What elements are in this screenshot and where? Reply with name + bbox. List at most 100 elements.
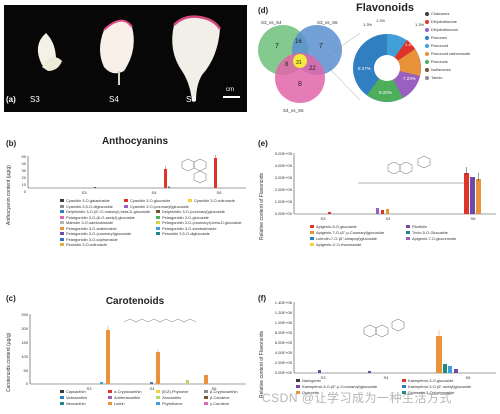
legend-item: Quercetin-3-O-rhamnoside [402,390,454,396]
donut-slice-flavonols [367,68,403,102]
legend-item: Flavonols [425,59,448,64]
legend-item: Apigenin-5-O-glucoside [310,224,357,230]
y-tick: 6.00E+05 [275,340,293,345]
venn-count: 8 [285,62,289,68]
molecule-structure-f [363,318,405,338]
flower-s6-rim [173,15,222,30]
legend-item: Delphinidin 3-O-(coumaryl)glucoside [156,209,225,215]
y-axis-label-b: Anthocyanin content (μg/g) [6,165,12,225]
venn-count: 7 [319,43,323,50]
panel-letter-b: (b) [6,139,17,148]
legend-item: Pelargonidin 3-O-(coumaryl)-beta-D-gluco… [156,220,242,226]
legend-item: Dihydroflavone [425,19,457,24]
x-ticks-e: S3 S4 S6 [321,216,477,221]
y-tick: 50 [24,368,29,373]
legend-item: Lutein [108,401,125,407]
x-tick: S6 [471,216,477,221]
y-tick: 4.00E+05 [275,163,293,168]
x-tick: S6 [466,375,472,380]
venn-label: S4_vs_S6 [283,108,304,113]
venn-label: S3_vs_S6 [317,20,338,25]
anthocyanin-chart: 50 40 30 20 10 0 S3 S4 S6 [22,154,246,195]
legend-item: Chalcones [425,11,449,16]
legend-item: Cyanidin 3-O-rutinoside [188,198,235,204]
y-tick: 200 [21,326,28,331]
venn-count: 8 [298,81,302,88]
legend-item: (E/Z)-Phytoene [156,389,188,395]
y-ticks-e: 5.00E+05 4.00E+05 3.00E+05 2.00E+05 1.00… [275,151,293,216]
carotenoid-chart: 250 200 150 100 50 0 S3 S4 S6 [21,312,246,391]
venn-count: 22 [309,66,316,72]
venn-and-donut: 7 16 7 31 8 22 8 S3_vs_S4 S3_vs_S6 S4_vs… [258,18,425,113]
y-tick: 150 [21,340,28,345]
bar-lutein-s6 [204,375,208,384]
x-tick: S3 [321,375,327,380]
molecule-structure-b [181,158,207,184]
legend-item: Apigenin-7-O-(6''-p-Coumaryl)glucoside [310,230,384,236]
bar [443,364,447,373]
legend-item: Cyanidin-3,5-O-diglucoside [60,204,113,210]
bar-small [100,382,103,384]
legend-item: Kaempferol-3-O-(6''-p-Coumaroyl)glucosid… [296,384,377,390]
legend-item: Pelargonidin 3-O-glucoside [156,215,209,221]
legend-item: Kaempferol-3-O-(6''-acetyl)glucoside [402,384,471,390]
flower-illustration [37,15,222,101]
legend-item: Kaempferol-3-O-glucoside [402,378,453,384]
y-tick: 0 [24,189,27,194]
x-tick: S6 [212,386,218,391]
flower-s4-rim [103,19,133,31]
panel-letter-c: (c) [6,294,16,303]
y-tick: 5.00E+05 [275,151,293,156]
connector [324,63,361,101]
x-tick: S4 [384,375,390,380]
legend-item: Cyanidin 3-O-(coumaryl)glucoside [124,204,189,210]
y-axis-label-f: Relative content of Flavonoids [259,331,265,398]
bar [376,208,379,214]
y-tick: 250 [21,312,28,317]
legend-item: Peonidin 3-O-rutinoside [60,242,107,248]
legend-item: Pelargonidin 3-O-sophoroside [60,237,118,243]
legend-item: Pelargonidin 3-O-(6-O-acetyl)-glucoside [60,215,135,221]
stage-label-s3: S3 [30,95,40,104]
panel-letter-e: (e) [258,139,268,148]
donut-label: 1.4% [405,42,415,47]
x-tick: S4 [150,386,156,391]
legend-item: Malvidin 3-O-sambubioside [60,220,113,226]
venn-count: 7 [275,43,279,50]
y-tick: 20 [22,175,27,180]
legend-item: Flavonoid carbonoside [425,51,470,56]
donut-chart: 1.3% 1.3% 1.3% 8.27% 1.4% 7.23% 8.20% [353,18,425,102]
panel-letter-a: (a) [6,95,16,104]
donut-label: 1.3% [376,18,386,23]
y-tick: 0 [26,381,29,386]
legend-f: Naringenin Kaempferol-3-O-glucoside Kaem… [296,378,496,402]
donut-label: 8.27% [358,66,371,71]
bar-lutein-s3 [106,330,110,384]
legend-b: Cyanidin 3-O-galactoside Cyanidin 3-O-gl… [60,198,250,268]
bar [328,212,331,214]
chart-title-carotenoids: Carotenoids [105,296,165,307]
legend-c: Capsanthin α-Cryptoxanthin (E/Z)-Phytoen… [60,389,250,413]
legend-item: Apigenin-4'-O-rhamnoside [310,242,361,248]
legend-item: Cyanidin 3-O-galactoside [60,198,110,204]
venn-count: 16 [295,39,302,45]
bar-s4-peak [164,169,167,188]
venn-center [293,54,307,68]
legend-item: Neoxanthin [60,401,86,407]
bars-c [100,326,208,384]
y-tick: 1.00E+05 [275,199,293,204]
legend-item: Flavonoid [425,43,448,48]
y-tick: 2.00E+05 [275,187,293,192]
stage-label-s6: S6 [186,95,196,104]
venn-count: 31 [296,60,302,66]
legend-item: Rhoifolin [406,224,427,230]
scale-label: cm [226,87,234,93]
y-tick: 2.00E+05 [275,360,293,365]
x-ticks-c: S3 S4 S6 [87,386,218,391]
chart-title-flavonoids: Flavonoids [355,2,415,14]
donut-label: 8.20% [379,90,392,95]
bar-small [94,187,96,188]
y-tick: 3.00E+05 [275,175,293,180]
connector [324,32,361,59]
bar-lutein-s4 [156,352,160,384]
